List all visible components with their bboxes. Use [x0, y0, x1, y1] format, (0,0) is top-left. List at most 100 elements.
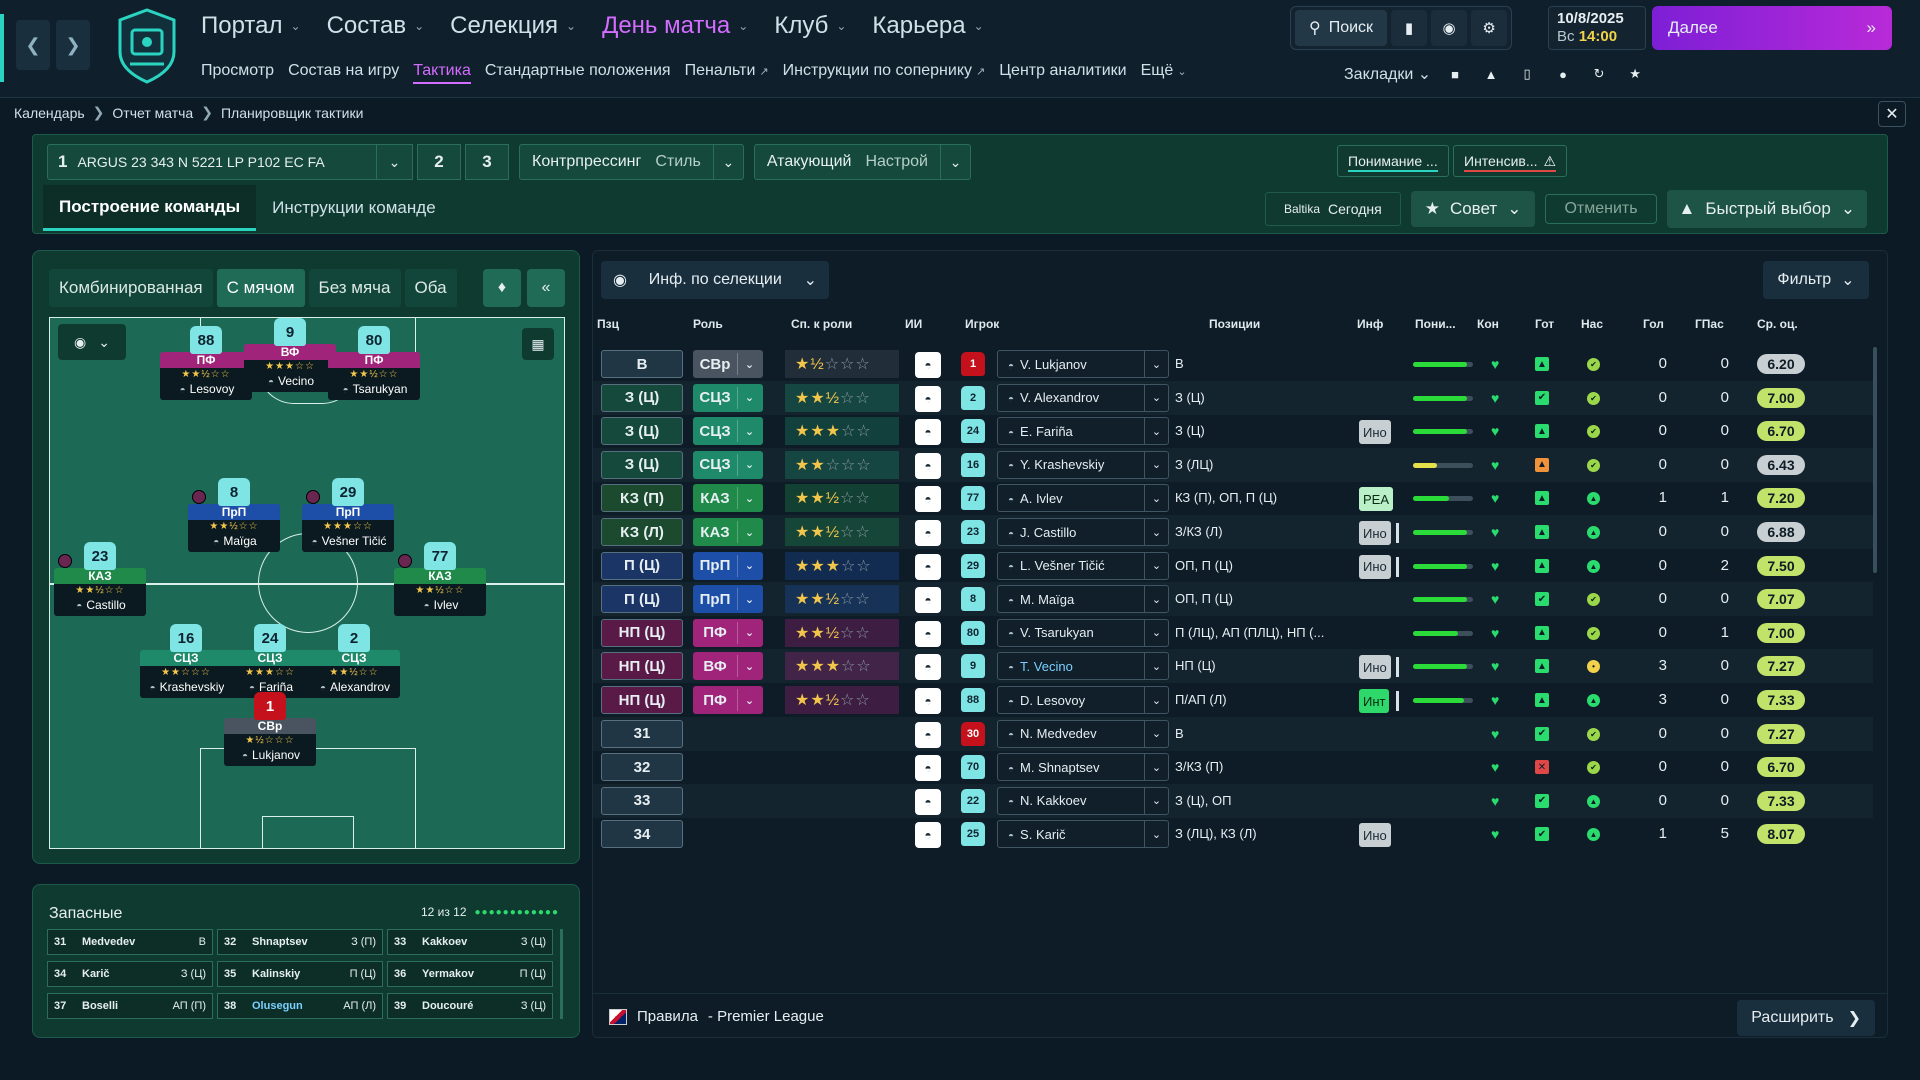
- forward-arrow-icon[interactable]: ❯: [56, 20, 90, 70]
- person-icon[interactable]: ◓: [915, 419, 941, 446]
- position-button[interactable]: В: [601, 350, 683, 378]
- col-inf[interactable]: Инф: [1357, 317, 1384, 331]
- position-button[interactable]: З (Ц): [601, 383, 683, 412]
- col-player[interactable]: Игрок: [965, 317, 1000, 331]
- diamond-icon[interactable]: ♦: [483, 269, 521, 307]
- col-condition[interactable]: Кон: [1477, 317, 1499, 331]
- col-ready[interactable]: Гот: [1535, 317, 1555, 331]
- position-button[interactable]: 34: [601, 820, 683, 849]
- player-card[interactable]: ПрП★★★☆☆ Vešner Tičić 29: [302, 478, 394, 552]
- back-arrow-icon[interactable]: ❮: [16, 20, 50, 70]
- person-icon[interactable]: ◓: [915, 352, 941, 378]
- table-row[interactable]: П (Ц)ПрП⌄★★½☆☆◓8M. Maïga⌄ОП, П (Ц)♥✔✔007…: [593, 582, 1873, 617]
- player-dropdown[interactable]: V. Lukjanov⌄: [997, 350, 1169, 378]
- role-dropdown[interactable]: СВр ⌄: [693, 350, 763, 378]
- table-scrollbar[interactable]: [1873, 347, 1877, 573]
- cancel-button[interactable]: Отменить: [1545, 194, 1657, 224]
- shirt-icon[interactable]: ▲: [1484, 66, 1498, 82]
- table-row[interactable]: НП (Ц)ВФ⌄★★★☆☆◓9T. Vecino⌄НП (Ц)Ино♥▲•30…: [593, 649, 1873, 684]
- player-dropdown[interactable]: M. Shnaptsev⌄: [997, 753, 1169, 782]
- person-icon[interactable]: ◓: [915, 486, 941, 513]
- player-dropdown[interactable]: J. Castillo⌄: [997, 518, 1169, 546]
- position-button[interactable]: НП (Ц): [601, 652, 683, 681]
- person-icon[interactable]: ◓: [915, 755, 941, 782]
- player-dropdown[interactable]: A. Ivlev⌄: [997, 484, 1169, 513]
- player-card[interactable]: СЦЗ★★☆☆☆ Krashevskiy 16: [140, 624, 232, 698]
- tab-team-1[interactable]: Инструкции команде: [272, 198, 436, 217]
- player-dropdown[interactable]: M. Maïga⌄: [997, 585, 1169, 614]
- rules-info[interactable]: Правила - Premier League: [609, 1008, 824, 1025]
- player-dropdown[interactable]: T. Vecino⌄: [997, 652, 1169, 681]
- view-tab[interactable]: С мячом: [216, 269, 305, 307]
- next-button[interactable]: Далее »: [1652, 6, 1892, 50]
- person-icon[interactable]: ◓: [915, 688, 941, 714]
- position-button[interactable]: 31: [601, 719, 683, 748]
- person-icon[interactable]: ◓: [915, 654, 941, 681]
- player-card[interactable]: ПФ★★½☆☆ Lesovoy 88: [160, 326, 252, 400]
- col-ai[interactable]: ИИ: [905, 317, 923, 331]
- player-card[interactable]: ПрП★★½☆☆ Maïga 8: [188, 478, 280, 552]
- player-dropdown[interactable]: L. Vešner Tičić⌄: [997, 551, 1169, 580]
- nav-item[interactable]: Состав ⌄: [327, 12, 425, 40]
- player-dropdown[interactable]: V. Alexandrov⌄: [997, 383, 1169, 412]
- person-icon[interactable]: ◓: [915, 822, 941, 849]
- breadcrumb-calendar[interactable]: Календарь: [14, 104, 85, 121]
- subnav-item[interactable]: Инструкции по сопернику ↗: [783, 62, 986, 84]
- view-tab[interactable]: Без мяча: [308, 269, 401, 307]
- sub-player[interactable]: 39 Doucouré З (Ц): [387, 993, 553, 1019]
- view-tab[interactable]: Комбинированная: [49, 269, 213, 307]
- sub-player[interactable]: 32 Shnaptsev З (П): [217, 929, 383, 955]
- info-badge[interactable]: Инт: [1359, 689, 1390, 713]
- info-badge[interactable]: Ино: [1359, 521, 1391, 545]
- info-badge[interactable]: Ино: [1359, 420, 1391, 445]
- tactic-slot-2[interactable]: 2: [417, 144, 461, 180]
- player-card[interactable]: КАЗ★★½☆☆ Ivlev 77: [394, 542, 486, 616]
- sub-player[interactable]: 34 Karič З (Ц): [47, 961, 213, 987]
- col-pos[interactable]: Пзц: [597, 317, 619, 331]
- table-row[interactable]: НП (Ц)ПФ⌄★★½☆☆◓88D. Lesovoy⌄П/АП (Л)Инт♥…: [593, 683, 1873, 717]
- date-box[interactable]: 10/8/2025 Вс 14:00: [1548, 6, 1646, 50]
- bookmarks-dropdown[interactable]: Закладки ⌄: [1344, 66, 1432, 83]
- person-icon[interactable]: ◓: [915, 788, 941, 815]
- people-icon[interactable]: ●: [1559, 66, 1568, 82]
- player-dropdown[interactable]: Y. Krashevskiy⌄: [997, 450, 1169, 479]
- position-button[interactable]: П (Ц): [601, 551, 683, 580]
- close-button[interactable]: ✕: [1878, 101, 1906, 127]
- nav-item[interactable]: Селекция ⌄: [450, 12, 576, 40]
- table-row[interactable]: 31 ◓ 30 N. Medvedev⌄ В ♥ ✔ ✔ 0 0 7.27: [593, 716, 1873, 751]
- subnav-item[interactable]: Стандартные положения: [485, 62, 671, 84]
- person-icon[interactable]: ◓: [915, 620, 941, 647]
- person-icon[interactable]: ◓: [915, 520, 941, 546]
- info-badge[interactable]: РЕА: [1359, 487, 1394, 512]
- subnav-item[interactable]: Тактика: [413, 62, 471, 84]
- mentality-dropdown[interactable]: Атакующий Настрой ⌄: [753, 144, 971, 180]
- col-understanding[interactable]: Пони...: [1415, 317, 1456, 331]
- nav-item[interactable]: Портал ⌄: [201, 12, 301, 40]
- role-dropdown[interactable]: СЦЗ ⌄: [693, 417, 763, 446]
- chevron-down-icon[interactable]: ⌄: [377, 144, 413, 180]
- breadcrumb-match-report[interactable]: Отчет матча: [112, 104, 194, 121]
- col-positions[interactable]: Позиции: [1209, 317, 1261, 331]
- table-row[interactable]: П (Ц)ПрП⌄★★★☆☆◓29L. Vešner Tičić⌄ОП, П (…: [593, 549, 1873, 583]
- position-button[interactable]: З (Ц): [601, 417, 683, 446]
- table-row[interactable]: 34 ◓ 25 S. Karič⌄ З (ЛЦ), КЗ (Л) Ино ♥ ✔ ▲ 1 5 8.07: [593, 817, 1873, 851]
- subnav-item[interactable]: Просмотр: [201, 62, 274, 84]
- position-button[interactable]: П (Ц): [601, 585, 683, 614]
- view-tab[interactable]: Оба: [404, 269, 457, 307]
- grid-icon[interactable]: ▦: [522, 328, 554, 360]
- person-icon[interactable]: ◓: [915, 553, 941, 580]
- info-selector[interactable]: ◉ Инф. по селекции ⌄: [601, 261, 829, 299]
- col-role[interactable]: Роль: [693, 317, 723, 331]
- sub-player[interactable]: 35 Kalinskiy П (Ц): [217, 961, 383, 987]
- position-button[interactable]: З (Ц): [601, 450, 683, 479]
- sub-player[interactable]: 38 Olusegun АП (Л): [217, 993, 383, 1019]
- table-row[interactable]: КЗ (П)КАЗ⌄★★½☆☆◓77A. Ivlev⌄КЗ (П), ОП, П…: [593, 481, 1873, 515]
- clipboard-icon[interactable]: ▯: [1523, 66, 1531, 81]
- position-button[interactable]: НП (Ц): [601, 618, 683, 647]
- table-row[interactable]: 32 ◓ 70 M. Shnaptsev⌄ З/КЗ (П) ♥ ✕ ✔ 0 0 6.70: [593, 750, 1873, 784]
- player-dropdown[interactable]: N. Medvedev⌄: [997, 719, 1169, 748]
- player-card[interactable]: ВФ★★★☆☆ Vecino 9: [244, 318, 336, 392]
- player-card[interactable]: СЦЗ★★★☆☆ Fariña 24: [224, 624, 316, 698]
- quick-pick-button[interactable]: ▲ Быстрый выбор ⌄: [1666, 190, 1868, 228]
